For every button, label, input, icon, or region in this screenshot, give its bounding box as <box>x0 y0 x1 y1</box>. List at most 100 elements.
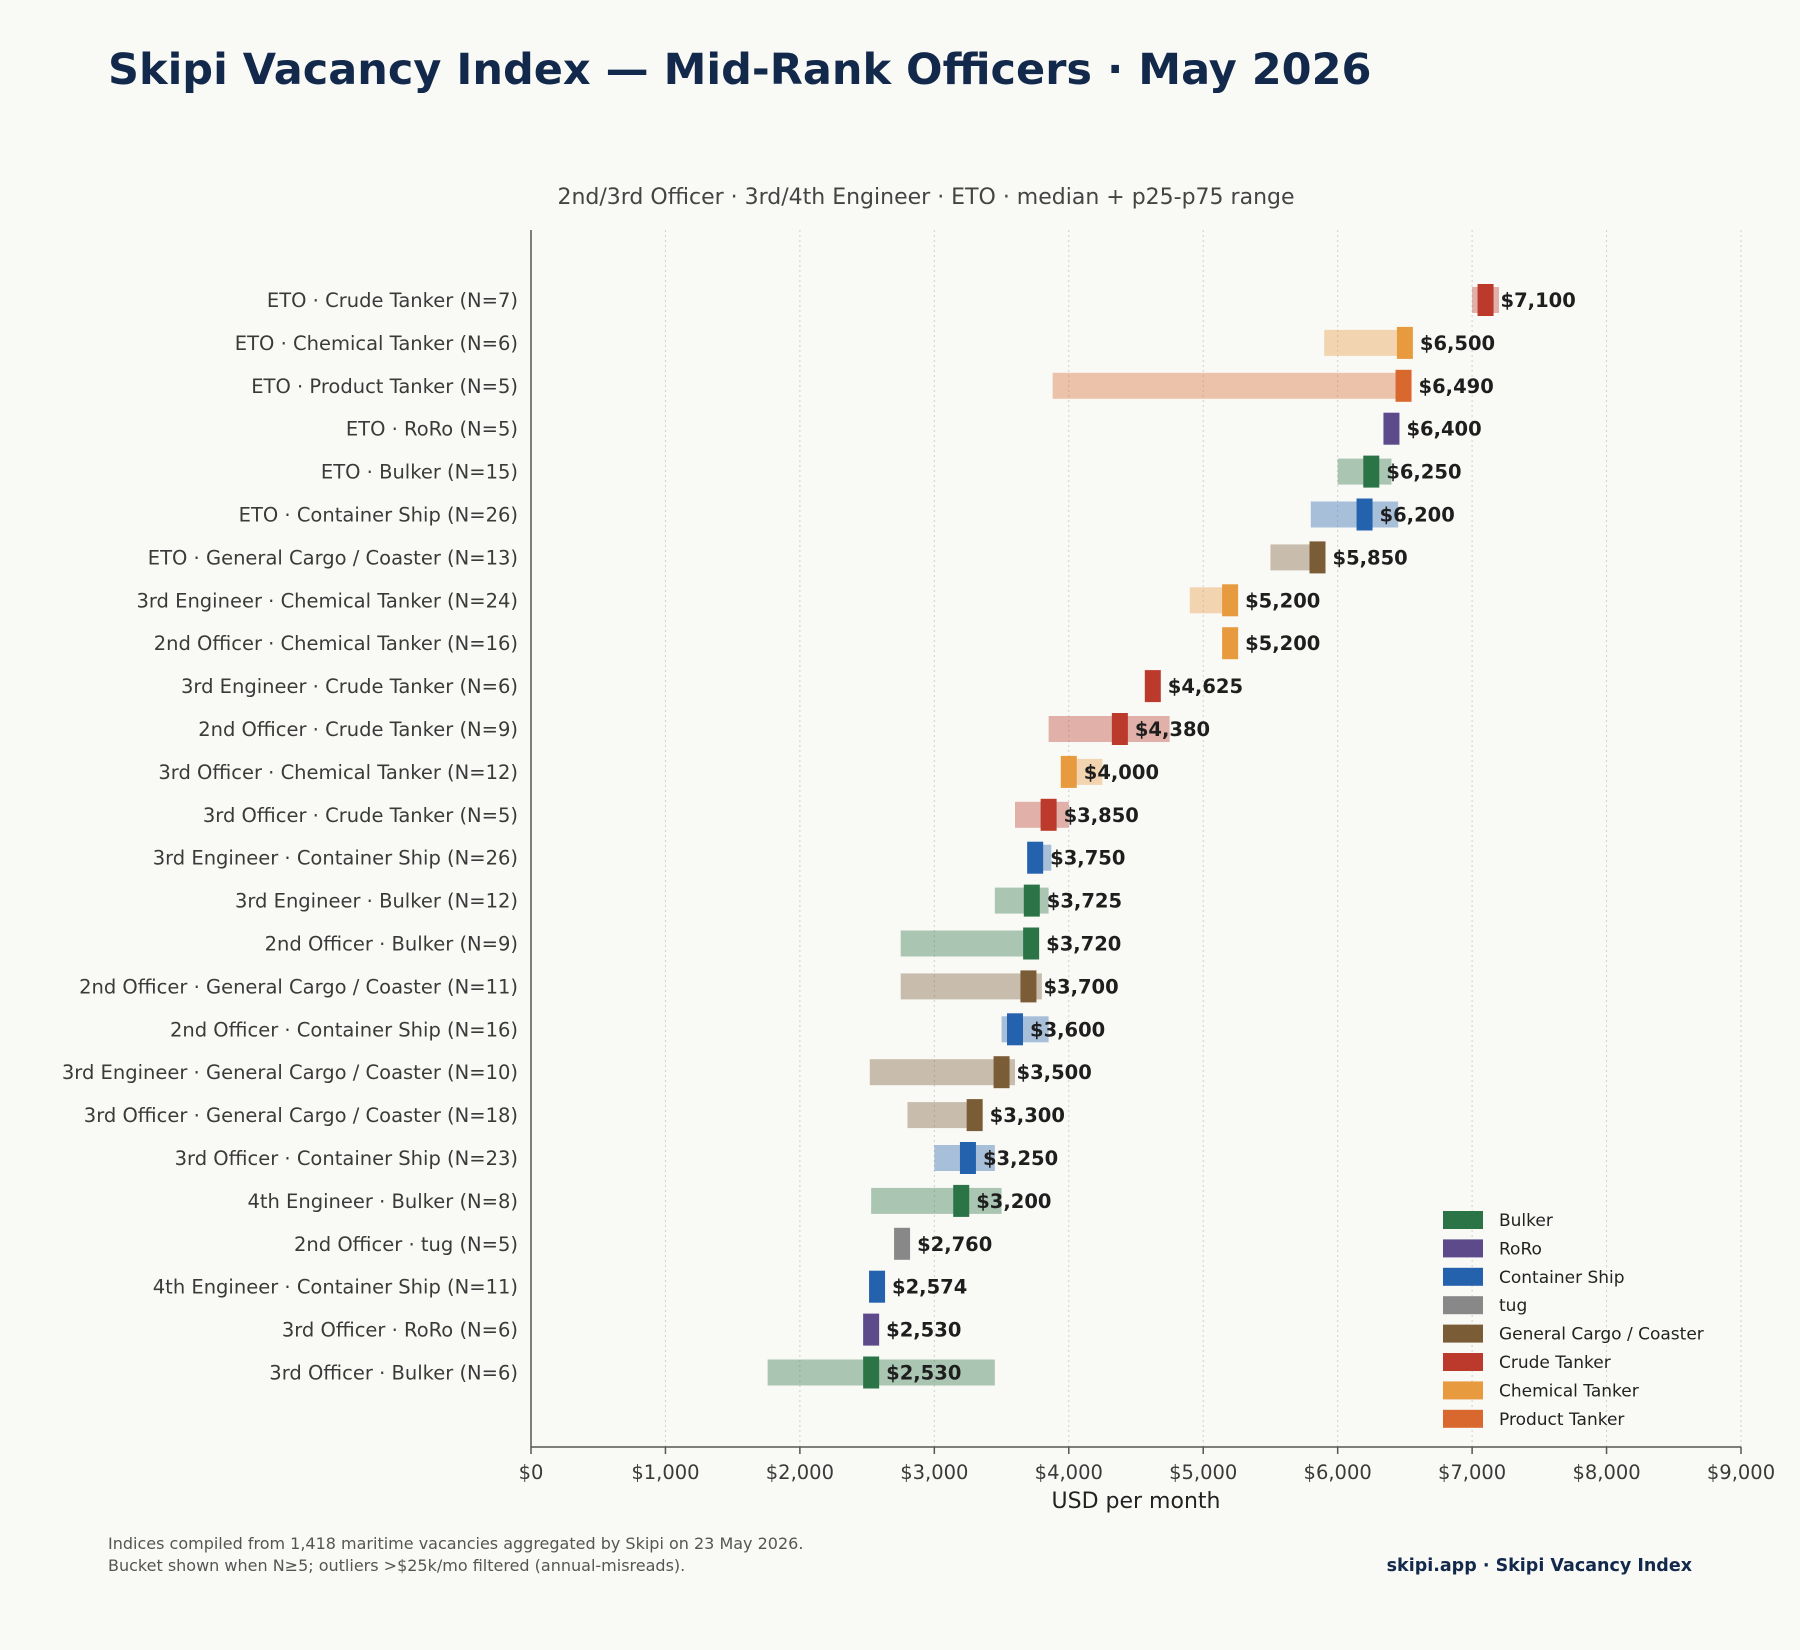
median-marker <box>1477 284 1494 316</box>
legend-label: Bulker <box>1499 1211 1553 1231</box>
legend-swatch <box>1443 1409 1483 1428</box>
x-tick-label: $5,000 <box>1169 1461 1237 1484</box>
category-label: 3rd Engineer · General Cargo / Coaster (… <box>62 1061 518 1084</box>
category-label: 3rd Officer · RoRo (N=6) <box>282 1319 518 1342</box>
legend-swatch <box>1443 1324 1483 1343</box>
value-label: $3,750 <box>1050 847 1125 870</box>
legend-swatch <box>1443 1353 1483 1371</box>
category-label: 2nd Officer · General Cargo / Coaster (N… <box>79 975 518 998</box>
value-label: $3,720 <box>1046 933 1121 956</box>
x-axis-title: USD per month <box>1052 1489 1221 1514</box>
grid <box>664 230 1742 1447</box>
category-label: 2nd Officer · Container Ship (N=16) <box>170 1018 518 1041</box>
value-label: $2,574 <box>892 1276 967 1299</box>
range-bar <box>871 1187 1002 1214</box>
footnote-line-2: Bucket shown when N≥5; outliers >$25k/mo… <box>108 1556 686 1575</box>
legend-label: Chemical Tanker <box>1499 1381 1639 1401</box>
range-bar <box>994 887 1049 914</box>
category-label: 3rd Engineer · Container Ship (N=26) <box>153 847 518 870</box>
category-label: 3rd Engineer · Crude Tanker (N=6) <box>181 675 518 698</box>
value-label: $3,700 <box>1043 975 1118 998</box>
median-marker <box>1040 798 1057 831</box>
median-marker <box>953 1184 970 1217</box>
median-marker <box>993 1056 1010 1089</box>
x-tick-label: $2,000 <box>766 1461 834 1484</box>
bars: $7,100 $6,500 $6,490 $6,400 $6,250 $6,200 $5,8… <box>767 284 1576 1389</box>
legend-swatch <box>1443 1211 1483 1229</box>
median-marker <box>894 1227 911 1260</box>
x-ticks: $0 $1,000 $2,000 $3,000 $4,000 $5,000 $6,000 $7… <box>519 1447 1775 1484</box>
legend-label: Product Tanker <box>1499 1410 1624 1430</box>
value-label: $6,500 <box>1420 332 1495 355</box>
median-marker <box>1395 369 1412 402</box>
median-marker <box>863 1356 880 1389</box>
footnote: Indices compiled from 1,418 maritime vac… <box>108 1533 803 1577</box>
category-label: 2nd Officer · Crude Tanker (N=9) <box>198 718 518 741</box>
category-label: 3rd Officer · Container Ship (N=23) <box>175 1147 518 1170</box>
category-label: 2nd Officer · tug (N=5) <box>294 1233 518 1256</box>
category-label: 3rd Engineer · Bulker (N=12) <box>235 890 518 913</box>
median-marker <box>1396 326 1413 359</box>
value-label: $7,100 <box>1501 289 1576 312</box>
legend: Bulker RoRo Container Ship tug General Cargo… <box>1443 1211 1704 1430</box>
x-tick-label: $8,000 <box>1572 1461 1640 1484</box>
x-tick-label: $9,000 <box>1707 1461 1775 1484</box>
range-bar <box>1310 501 1399 528</box>
category-label: 3rd Engineer · Chemical Tanker (N=24) <box>136 589 518 612</box>
chart-title: Skipi Vacancy Index — Mid-Rank Officers … <box>108 45 1371 95</box>
median-marker <box>1007 1013 1023 1046</box>
median-marker <box>1023 884 1040 917</box>
median-marker <box>869 1270 886 1303</box>
category-label: 2nd Officer · Chemical Tanker (N=16) <box>154 632 518 655</box>
category-label: ETO · Container Ship (N=26) <box>239 504 518 527</box>
brand-credit: skipi.app · Skipi Vacancy Index <box>1386 1556 1692 1576</box>
legend-label: Container Ship <box>1499 1268 1625 1288</box>
median-marker <box>1222 627 1239 660</box>
range-bar <box>900 930 1032 957</box>
value-label: $3,850 <box>1064 804 1139 827</box>
category-label: 4th Engineer · Bulker (N=8) <box>247 1190 518 1213</box>
category-label: 4th Engineer · Container Ship (N=11) <box>153 1276 518 1299</box>
value-label: $4,000 <box>1084 761 1159 784</box>
category-label: 3rd Officer · Crude Tanker (N=5) <box>203 804 518 827</box>
median-marker <box>1144 670 1161 703</box>
category-label: ETO · General Cargo / Coaster (N=13) <box>148 546 518 569</box>
range-bar <box>767 1359 995 1386</box>
category-label: 3rd Officer · Chemical Tanker (N=12) <box>158 761 518 784</box>
median-marker <box>863 1313 880 1346</box>
median-marker <box>1111 713 1128 745</box>
median-marker <box>1027 841 1044 874</box>
legend-swatch <box>1443 1296 1483 1315</box>
value-label: $5,200 <box>1245 589 1320 612</box>
legend-swatch <box>1443 1239 1483 1258</box>
x-tick-label: $1,000 <box>631 1461 699 1484</box>
value-label: $6,400 <box>1406 418 1481 441</box>
category-label: 3rd Officer · Bulker (N=6) <box>269 1362 518 1385</box>
value-label: $6,250 <box>1386 461 1461 484</box>
value-label: $3,500 <box>1017 1061 1092 1084</box>
range-bar <box>1048 716 1170 742</box>
category-labels: ETO · Crude Tanker (N=7) ETO · Chemical T… <box>62 289 518 1385</box>
category-label: ETO · Chemical Tanker (N=6) <box>235 332 518 355</box>
value-label: $6,200 <box>1380 504 1455 527</box>
value-label: $5,850 <box>1333 546 1408 569</box>
range-bar <box>907 1102 975 1129</box>
range-bar <box>1324 329 1405 356</box>
value-label: $2,760 <box>917 1233 992 1256</box>
value-label: $3,200 <box>976 1190 1051 1213</box>
value-label: $2,530 <box>886 1362 961 1385</box>
x-tick-label: $6,000 <box>1304 1461 1372 1484</box>
chart-subtitle: 2nd/3rd Officer · 3rd/4th Engineer · ETO… <box>557 185 1294 210</box>
median-marker <box>1023 927 1040 960</box>
legend-label: Crude Tanker <box>1499 1353 1611 1373</box>
median-marker <box>1363 455 1380 488</box>
category-label: ETO · Product Tanker (N=5) <box>251 375 518 398</box>
category-label: ETO · Bulker (N=15) <box>321 461 518 484</box>
category-label: ETO · RoRo (N=5) <box>346 418 518 441</box>
x-tick-label: $3,000 <box>900 1461 968 1484</box>
median-marker <box>1383 412 1400 445</box>
x-tick-label: $0 <box>519 1461 544 1484</box>
category-label: ETO · Crude Tanker (N=7) <box>267 289 518 312</box>
value-label: $3,600 <box>1030 1018 1105 1041</box>
